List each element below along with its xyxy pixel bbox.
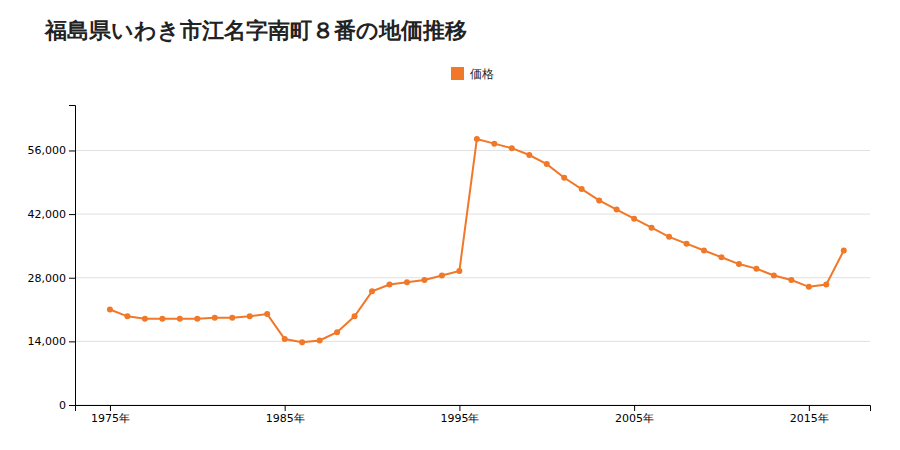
- point: [666, 234, 672, 240]
- point: [579, 186, 585, 192]
- x-tick-mark: [110, 405, 111, 411]
- point: [456, 268, 462, 274]
- legend-item: 価格: [451, 67, 494, 81]
- x-tick-mark: [285, 405, 286, 411]
- point: [317, 337, 323, 343]
- y-axis: 0 14,000 28,000 42,000 56,000: [28, 106, 76, 413]
- point: [404, 279, 410, 285]
- point: [649, 225, 655, 231]
- point: [509, 145, 515, 151]
- legend-swatch: [451, 67, 464, 80]
- x-tick-label: 2005年: [615, 412, 654, 425]
- x-tick-label: 1985年: [266, 412, 305, 425]
- chart: 福島県いわき市江名字南町８番の地価推移 1975年 1985年 1995年 2005年 2…: [0, 0, 900, 450]
- x-tick: 1975年: [91, 405, 130, 425]
- legend-label: 価格: [470, 67, 494, 81]
- point: [753, 266, 759, 272]
- y-tick-mark: [69, 150, 75, 151]
- y-tick-label: 0: [59, 399, 66, 412]
- point: [282, 336, 288, 342]
- point: [212, 315, 218, 321]
- point: [736, 261, 742, 267]
- point: [544, 161, 550, 167]
- point: [841, 247, 847, 253]
- legend: 価格: [451, 67, 494, 81]
- x-tick-label: 2015年: [790, 412, 829, 425]
- y-tick-mark: [69, 341, 75, 342]
- y-tick-mark: [69, 214, 75, 215]
- x-tick-label: 1995年: [440, 412, 479, 425]
- marks: [107, 136, 847, 345]
- y-tick: 56,000: [28, 144, 76, 157]
- point: [806, 284, 812, 290]
- point: [229, 315, 235, 321]
- point: [264, 311, 270, 317]
- point: [439, 272, 445, 278]
- y-tick: 14,000: [28, 335, 76, 348]
- x-tick-mark: [459, 405, 460, 411]
- point: [299, 339, 305, 345]
- point: [684, 241, 690, 247]
- point: [107, 307, 113, 313]
- x-tick-mark: [634, 405, 635, 411]
- point: [334, 329, 340, 335]
- point: [771, 272, 777, 278]
- grid-line: [75, 341, 870, 342]
- point: [526, 152, 532, 158]
- y-tick-label: 42,000: [28, 208, 67, 221]
- y-tick-label: 56,000: [28, 144, 67, 157]
- point: [474, 136, 480, 142]
- y-tick-mark: [69, 405, 75, 406]
- grid-line: [75, 277, 870, 278]
- y-tick-label: 28,000: [28, 272, 67, 285]
- x-tick: 2005年: [615, 405, 654, 425]
- grid-line: [75, 150, 870, 151]
- point: [614, 207, 620, 213]
- x-tick-label: 1975年: [91, 412, 130, 425]
- y-tick: 0: [59, 399, 75, 412]
- point: [823, 282, 829, 288]
- point: [352, 313, 358, 319]
- line: [110, 139, 844, 342]
- x-tick: 1995年: [440, 405, 479, 425]
- x-axis: 1975年 1985年 1995年 2005年 2015年: [76, 405, 871, 425]
- title: 福島県いわき市江名字南町８番の地価推移: [44, 18, 467, 43]
- y-axis-line: [69, 106, 76, 406]
- x-tick: 1985年: [266, 405, 305, 425]
- x-axis-line: [76, 406, 871, 412]
- x-tick: 2015年: [790, 405, 829, 425]
- grid: [75, 150, 870, 405]
- point: [596, 197, 602, 203]
- y-tick: 28,000: [28, 272, 76, 285]
- x-tick-mark: [809, 405, 810, 411]
- point: [159, 316, 165, 322]
- point: [194, 316, 200, 322]
- point: [631, 216, 637, 222]
- point: [142, 316, 148, 322]
- point: [124, 313, 130, 319]
- point: [369, 288, 375, 294]
- point: [177, 316, 183, 322]
- point: [718, 254, 724, 260]
- point: [701, 247, 707, 253]
- point: [561, 175, 567, 181]
- point: [387, 282, 393, 288]
- grid-line: [75, 214, 870, 215]
- y-tick-mark: [69, 278, 75, 279]
- point: [247, 313, 253, 319]
- point: [491, 141, 497, 147]
- y-tick-label: 14,000: [28, 335, 67, 348]
- point: [788, 277, 794, 283]
- plot: 1975年 1985年 1995年 2005年 2015年 0 14,000 28,000 42…: [28, 106, 871, 425]
- y-tick: 42,000: [28, 208, 76, 221]
- point: [421, 277, 427, 283]
